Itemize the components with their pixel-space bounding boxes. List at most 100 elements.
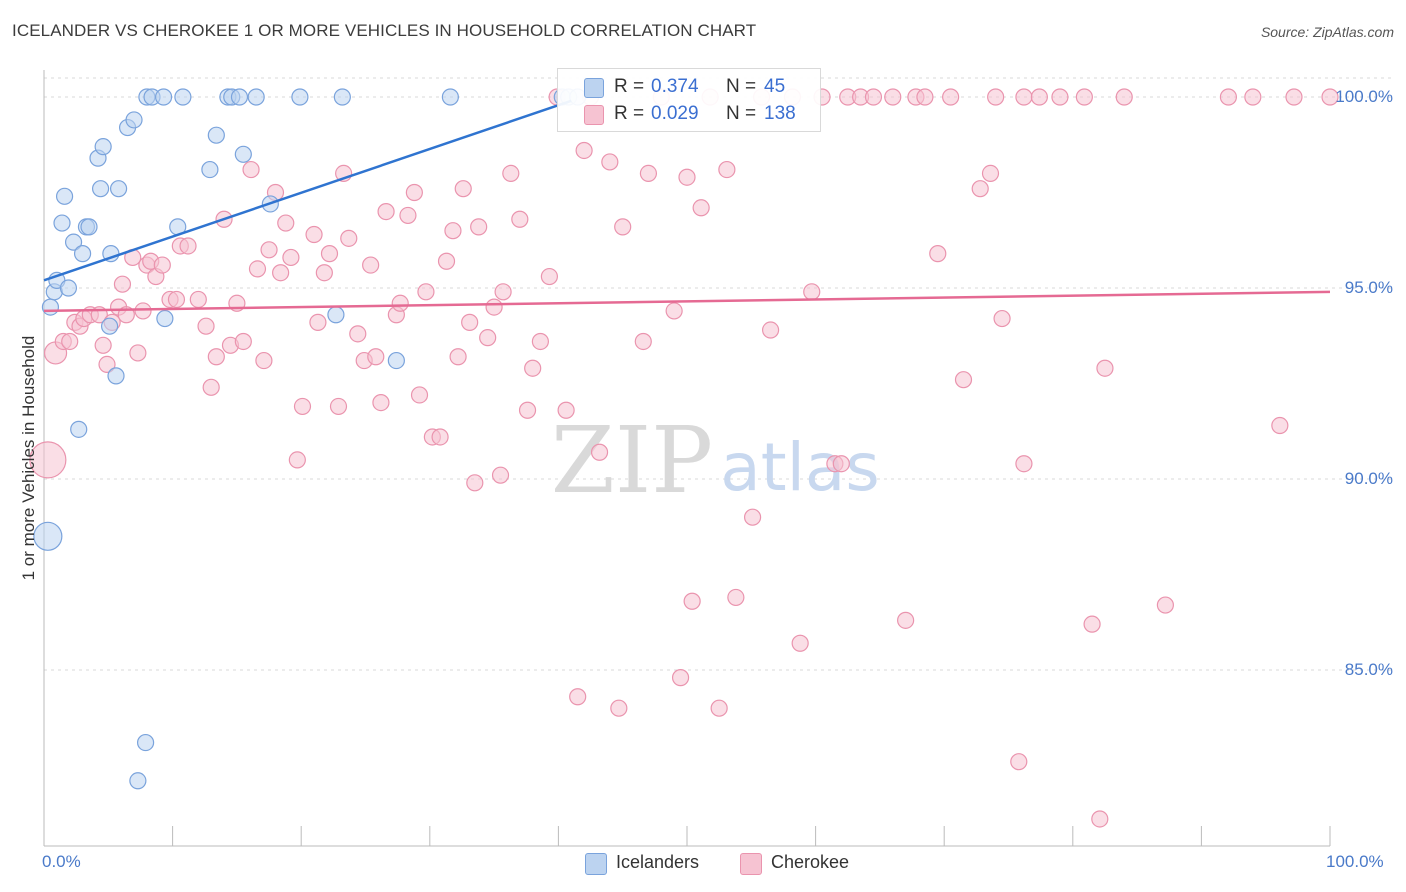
cherokee-point — [494, 283, 512, 301]
cherokee-point — [610, 699, 628, 717]
cherokee-point — [1083, 615, 1101, 633]
cherokee-point — [260, 241, 278, 259]
icelander-point — [80, 218, 98, 236]
cherokee-point — [524, 359, 542, 377]
cherokee-point — [362, 256, 380, 274]
cherokee-point — [272, 264, 290, 282]
cherokee-point — [98, 355, 116, 373]
cherokee-trend-line — [43, 290, 1331, 313]
cherokee-point — [639, 164, 658, 182]
cherokee-point — [897, 611, 915, 629]
icelander-point — [230, 88, 249, 106]
icelanders-r-label: R = — [614, 76, 645, 97]
icelander-point — [291, 88, 309, 106]
cherokee-point — [743, 508, 762, 526]
y-tick-label-85: 85.0% — [1344, 660, 1393, 679]
cherokee-points — [29, 88, 1339, 828]
cherokee-point — [320, 245, 339, 263]
cherokee-point — [511, 210, 529, 228]
icelander-point — [154, 88, 173, 106]
icelanders-trend-line — [43, 99, 572, 282]
icelander-point — [333, 88, 351, 106]
icelander-point — [94, 138, 112, 156]
cherokee-point — [1285, 88, 1303, 106]
cherokee-point — [349, 325, 367, 343]
cherokee-point — [971, 180, 989, 198]
cherokee-point — [391, 294, 409, 312]
cherokee-point — [288, 451, 306, 469]
cherokee-point — [61, 332, 79, 351]
y-axis-title: 1 or more Vehicles in Household — [19, 335, 38, 581]
cherokee-point — [282, 248, 300, 267]
cherokee-point — [678, 168, 696, 186]
cherokee-point — [377, 203, 395, 221]
cherokee-point — [993, 309, 1011, 328]
watermark-zip: ZIP — [551, 407, 713, 514]
cherokee-point — [1096, 359, 1114, 377]
cherokee-point — [1219, 88, 1238, 106]
icelanders-r-value: 0.374 — [651, 76, 699, 97]
cherokee-point — [929, 245, 947, 263]
cherokee-point — [417, 283, 435, 301]
cherokee-point — [683, 592, 701, 610]
icelander-point — [129, 772, 147, 790]
cherokee-point — [94, 336, 112, 354]
icelander-point — [441, 88, 459, 106]
cherokee-point — [129, 344, 147, 362]
cherokee-point — [449, 348, 467, 366]
cherokee-point — [531, 332, 549, 351]
cherokee-point — [485, 298, 503, 316]
cherokee-point — [293, 397, 312, 416]
cherokee-point — [113, 275, 132, 293]
y-tick-label-95: 95.0% — [1344, 278, 1393, 297]
icelander-point — [55, 187, 74, 205]
cherokee-point — [791, 634, 809, 652]
icelander-point — [107, 367, 125, 385]
cherokee-point — [575, 141, 593, 160]
cherokee-point — [710, 699, 728, 717]
cherokee-point — [614, 218, 632, 236]
cherokee-point — [981, 164, 1000, 182]
cherokee-point — [431, 428, 449, 446]
icelander-point — [247, 88, 265, 106]
cherokee-point — [569, 688, 587, 706]
x-tick-label-min: 0.0% — [42, 852, 81, 871]
icelander-point — [59, 279, 78, 297]
icelander-point — [201, 160, 219, 179]
cherokee-point — [954, 371, 973, 389]
legend-icelanders-label: Icelanders — [616, 852, 700, 872]
cherokee-point — [179, 237, 197, 255]
cherokee-point — [692, 199, 710, 217]
icelander-point — [70, 420, 88, 438]
cherokee-point — [1051, 88, 1069, 106]
cherokee-point — [167, 290, 186, 309]
cherokee-point — [340, 229, 358, 247]
icelander-point — [174, 88, 192, 106]
cherokee-point — [255, 351, 273, 370]
y-tick-label-90: 90.0% — [1344, 469, 1393, 488]
icelander-point — [156, 309, 174, 328]
cherokee-point — [761, 321, 780, 339]
cherokee-point — [461, 313, 479, 331]
icelander-point — [125, 111, 143, 129]
watermark: ZIP atlas — [551, 407, 880, 514]
cherokee-point — [405, 183, 423, 202]
icelander-point — [109, 180, 128, 198]
icelander-point — [73, 245, 92, 263]
cherokee-point — [329, 397, 348, 416]
cherokee-point — [601, 153, 619, 171]
cherokee-point — [277, 214, 295, 232]
grid-lines — [44, 77, 1395, 671]
cherokee-point — [466, 474, 484, 492]
icelander-point — [64, 233, 83, 251]
cherokee-point — [557, 401, 575, 419]
cherokee-point — [718, 160, 736, 179]
cherokee-point — [1030, 88, 1048, 106]
cherokee-point — [1075, 88, 1093, 106]
cherokee-point — [916, 88, 934, 106]
cherokee-point — [1271, 416, 1289, 435]
icelander-point — [387, 351, 405, 370]
icelanders-swatch — [584, 78, 604, 98]
icelander-point — [53, 214, 71, 232]
